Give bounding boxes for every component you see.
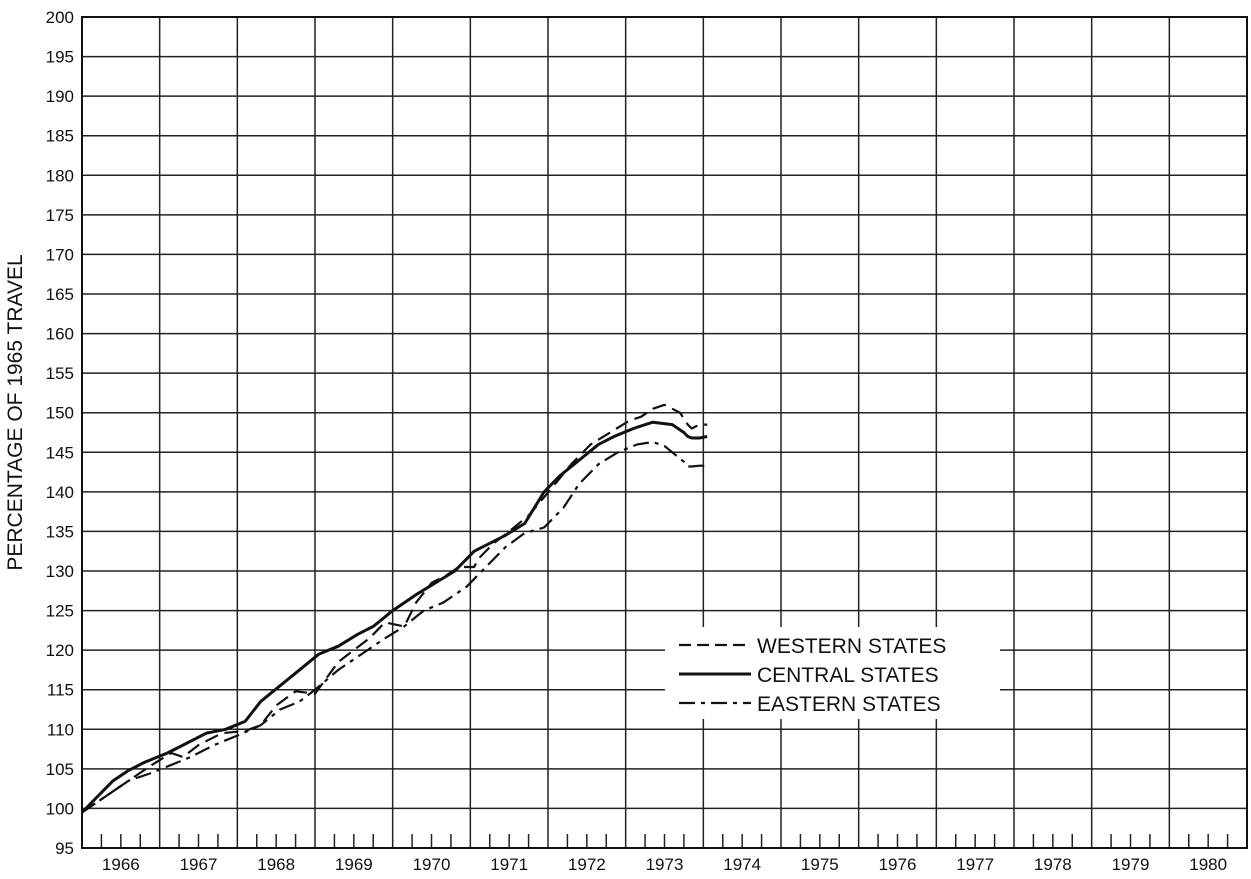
y-tick-label: 125 bbox=[46, 602, 74, 621]
plot-frame bbox=[81, 16, 1248, 849]
x-tick-label: 1973 bbox=[646, 855, 684, 874]
x-tick-label: 1978 bbox=[1034, 855, 1072, 874]
x-tick-label: 1970 bbox=[413, 855, 451, 874]
y-tick-label: 140 bbox=[46, 483, 74, 502]
x-tick-label: 1979 bbox=[1112, 855, 1150, 874]
y-tick-label: 155 bbox=[46, 364, 74, 383]
y-tick-label: 190 bbox=[46, 87, 74, 106]
y-tick-label: 175 bbox=[46, 206, 74, 225]
y-tick-label: 185 bbox=[46, 127, 74, 146]
y-tick-label: 120 bbox=[46, 641, 74, 660]
x-tick-label: 1977 bbox=[956, 855, 994, 874]
y-tick-label: 165 bbox=[46, 285, 74, 304]
y-tick-label: 180 bbox=[46, 166, 74, 185]
legend-label: CENTRAL STATES bbox=[757, 664, 939, 687]
y-tick-label: 200 bbox=[46, 8, 74, 27]
x-tick-label: 1974 bbox=[723, 855, 761, 874]
x-tick-label: 1967 bbox=[180, 855, 218, 874]
x-tick-label: 1972 bbox=[568, 855, 606, 874]
x-tick-label: 1980 bbox=[1189, 855, 1227, 874]
y-tick-label: 135 bbox=[46, 522, 74, 541]
x-tick-label: 1968 bbox=[257, 855, 295, 874]
y-tick-label: 110 bbox=[47, 720, 74, 739]
x-tick-label: 1969 bbox=[335, 855, 373, 874]
x-tick-label: 1966 bbox=[102, 855, 140, 874]
legend-label: EASTERN STATES bbox=[757, 693, 941, 716]
legend: WESTERN STATES CENTRAL STATES EASTERN STAT… bbox=[665, 627, 1000, 719]
series-line bbox=[80, 420, 708, 814]
x-tick-label: 1971 bbox=[490, 855, 528, 874]
y-tick-label: 105 bbox=[46, 760, 74, 779]
legend-items: WESTERN STATES CENTRAL STATES EASTERN STAT… bbox=[679, 635, 946, 716]
legend-label: WESTERN STATES bbox=[757, 635, 946, 658]
y-tick-labels: 95 100 105 110 115 120 125 130 135 140 145 150 155 16… bbox=[46, 8, 74, 858]
y-tick-label: 95 bbox=[55, 839, 74, 858]
y-tick-label: 150 bbox=[46, 404, 74, 423]
series-lines bbox=[80, 403, 708, 814]
y-tick-label: 130 bbox=[46, 562, 74, 581]
x-tick-label: 1975 bbox=[801, 855, 839, 874]
y-tick-label: 100 bbox=[46, 799, 74, 818]
y-tick-label: 115 bbox=[47, 681, 74, 700]
quarter-ticks bbox=[100, 834, 1229, 848]
y-tick-label: 160 bbox=[46, 325, 74, 344]
y-tick-label: 145 bbox=[46, 443, 74, 462]
x-tick-label: 1976 bbox=[879, 855, 917, 874]
y-tick-label: 195 bbox=[46, 48, 74, 67]
series-line bbox=[81, 440, 708, 814]
y-axis-label: PERCENTAGE OF 1965 TRAVEL bbox=[4, 254, 27, 570]
x-tick-labels: 1966 1967 1968 1969 1970 1971 1972 1973 1974 1975… bbox=[102, 855, 1227, 874]
y-tick-label: 170 bbox=[46, 245, 74, 264]
grid-lines bbox=[82, 16, 1247, 849]
